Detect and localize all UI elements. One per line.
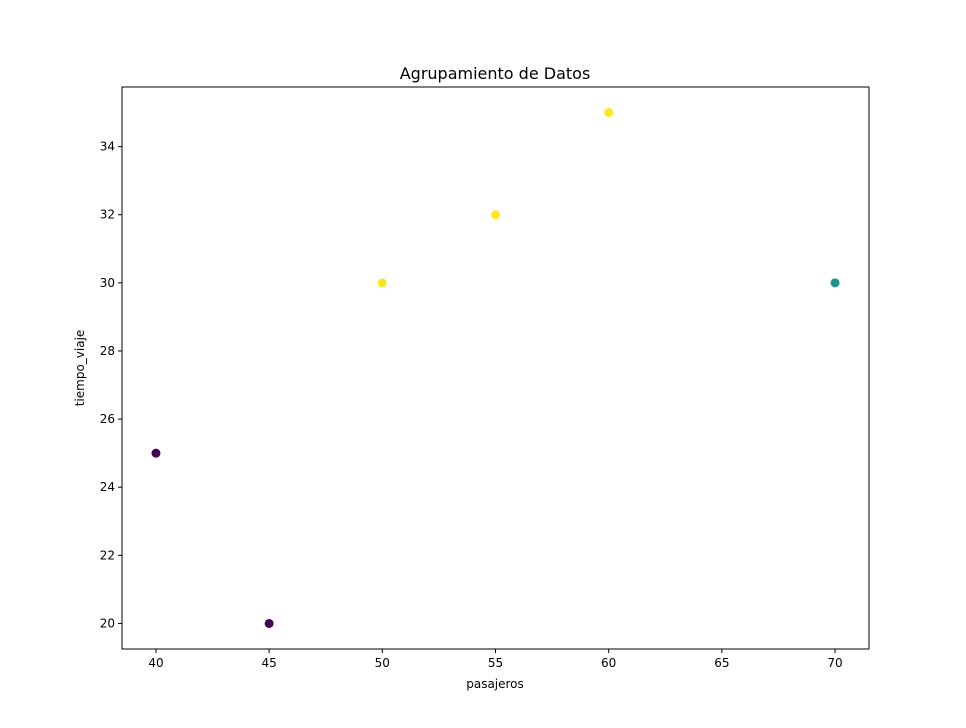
y-tick-label: 32 [100,208,115,222]
data-point [377,278,387,288]
data-points [151,108,840,628]
y-tick-label: 20 [100,616,115,630]
x-tick-label: 50 [375,656,390,670]
x-axis-label: pasajeros [466,677,524,691]
x-tick-label: 65 [714,656,729,670]
y-tick-label: 34 [100,140,115,154]
chart-title: Agrupamiento de Datos [400,64,591,83]
y-tick-label: 30 [100,276,115,290]
x-tick-label: 45 [261,656,276,670]
x-tick-label: 40 [148,656,163,670]
plot-frame [121,86,870,650]
data-point [491,210,500,220]
y-tick-label: 22 [100,548,115,562]
x-tick-label: 55 [488,656,503,670]
y-tick-label: 26 [100,412,115,426]
data-point [151,448,161,458]
x-tick-label: 70 [827,656,842,670]
x-tick-label: 60 [601,656,616,670]
axis-ticks: 40 45 50 55 60 65 70 20 22 24 26 28 30 32 34 [100,140,843,670]
data-point [264,618,274,628]
y-tick-label: 24 [100,480,115,494]
data-point [604,108,614,118]
y-tick-label: 28 [100,344,115,358]
y-axis-label: tiempo_viaje [73,330,87,407]
data-point [830,278,840,288]
